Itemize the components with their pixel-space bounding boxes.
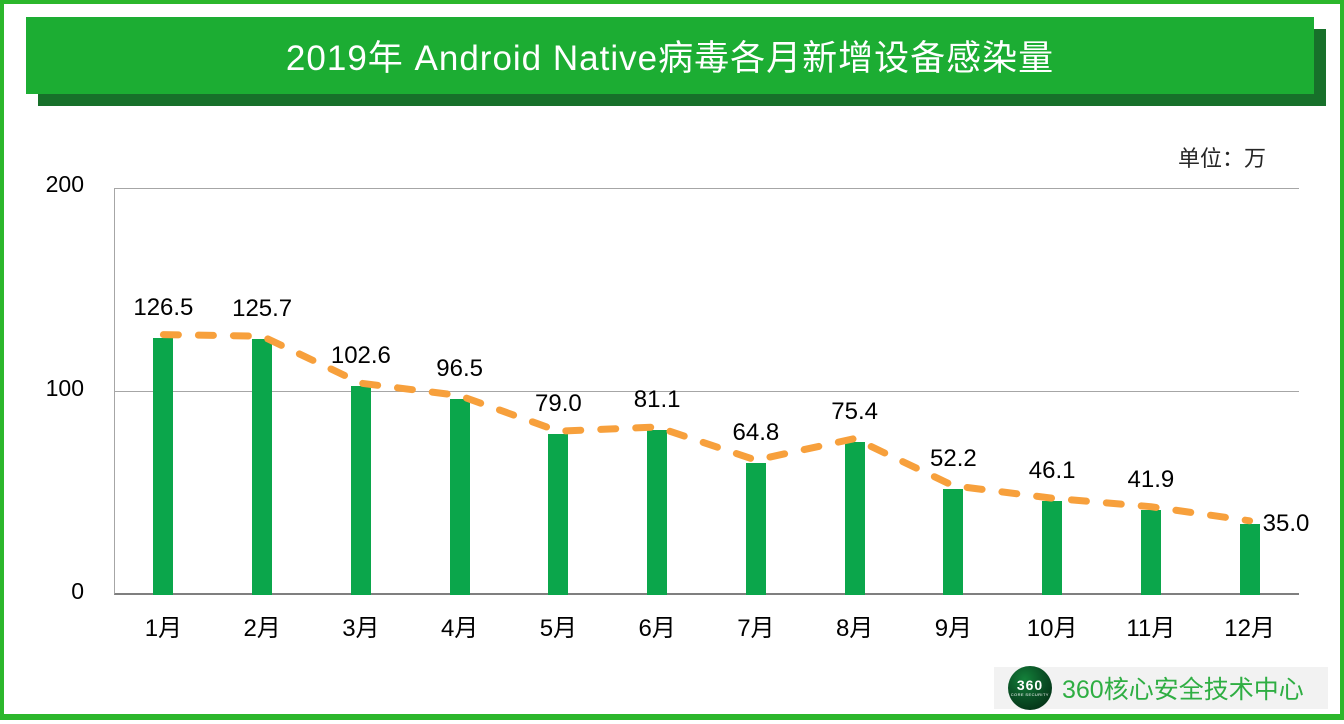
footer-text: 360核心安全技术中心 [1062,676,1304,704]
bar-7月 [745,463,766,595]
value-label-8月: 75.4 [831,397,878,425]
x-axis-label-2月: 2月 [243,615,281,642]
x-axis-label-12月: 12月 [1224,615,1275,642]
x-axis-label-10月: 10月 [1026,615,1078,642]
value-label-6月: 81.1 [633,385,681,413]
bar-2月 [252,339,273,595]
y-axis-label-200: 200 [45,171,84,197]
logo-360-icon: 360 CORE SECURITY [1008,666,1052,710]
value-label-2月: 125.7 [232,295,293,323]
x-axis-label-4月: 4月 [440,615,479,642]
y-axis-label-100: 100 [45,374,84,401]
x-axis-label-6月: 6月 [638,615,676,642]
bar-10月 [1042,501,1063,595]
x-axis-label-8月: 8月 [835,615,874,642]
bar-12月 [1239,523,1260,595]
value-label-11月: 41.9 [1127,465,1175,493]
x-axis-label-7月: 7月 [737,615,775,642]
bar-6月 [647,429,668,595]
bar-5月 [548,434,569,595]
x-axis-label-1月: 1月 [144,615,183,642]
bar-9月 [943,488,964,595]
y-axis-label-0: 0 [71,578,84,604]
logo-360-text: 360 [1016,677,1044,693]
title-banner: 2019年 Android Native病毒各月新增设备感染量 [26,17,1314,94]
bar-1月 [153,337,174,595]
bar-3月 [350,386,371,595]
footer-badge: 360 CORE SECURITY 360核心安全技术中心 [994,666,1328,710]
bar-4月 [449,398,470,595]
chart-title: 2019年 Android Native病毒各月新增设备感染量 [285,39,1055,78]
x-axis-label-5月: 5月 [539,615,578,642]
value-label-1月: 126.5 [133,293,194,321]
unit-label: 单位：万 [1177,146,1266,171]
bar-8月 [844,441,865,595]
x-axis-label-9月: 9月 [934,615,973,642]
logo-core-security-text: CORE SECURITY [1010,692,1050,698]
x-axis-label-3月: 3月 [342,615,380,642]
value-label-4月: 96.5 [436,354,483,382]
value-label-12月: 35.0 [1262,509,1310,537]
x-axis-label-11月: 11月 [1126,615,1176,642]
bar-11月 [1140,509,1161,595]
